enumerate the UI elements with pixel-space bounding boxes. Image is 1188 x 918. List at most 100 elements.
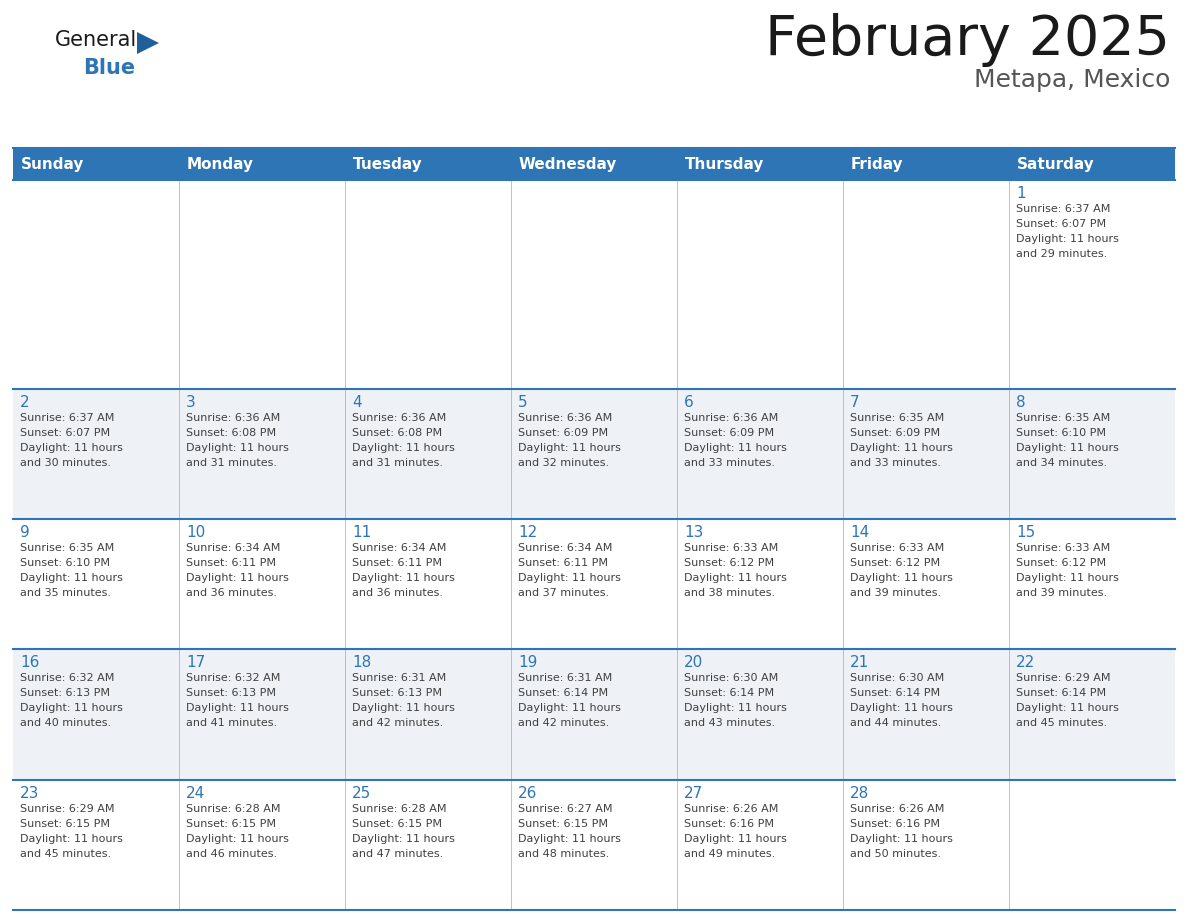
Bar — [179, 649, 345, 779]
Text: and 45 minutes.: and 45 minutes. — [20, 848, 112, 858]
Text: 28: 28 — [849, 786, 870, 800]
Text: Sunrise: 6:29 AM: Sunrise: 6:29 AM — [1016, 673, 1111, 683]
Text: Sunset: 6:07 PM: Sunset: 6:07 PM — [1016, 219, 1106, 229]
Text: and 33 minutes.: and 33 minutes. — [684, 457, 775, 467]
Text: Daylight: 11 hours: Daylight: 11 hours — [352, 703, 455, 713]
Text: 20: 20 — [684, 655, 703, 670]
Text: Sunset: 6:15 PM: Sunset: 6:15 PM — [518, 819, 608, 829]
Text: 24: 24 — [187, 786, 206, 800]
Text: Sunrise: 6:31 AM: Sunrise: 6:31 AM — [352, 673, 447, 683]
Text: and 31 minutes.: and 31 minutes. — [352, 457, 443, 467]
Text: and 45 minutes.: and 45 minutes. — [1016, 718, 1107, 728]
Text: Sunset: 6:09 PM: Sunset: 6:09 PM — [684, 428, 775, 438]
Text: Daylight: 11 hours: Daylight: 11 hours — [684, 442, 786, 453]
Text: Saturday: Saturday — [1017, 156, 1095, 172]
Text: Sunset: 6:11 PM: Sunset: 6:11 PM — [518, 558, 608, 568]
Text: Sunset: 6:11 PM: Sunset: 6:11 PM — [187, 558, 276, 568]
Text: Metapa, Mexico: Metapa, Mexico — [974, 68, 1170, 92]
Text: Sunset: 6:13 PM: Sunset: 6:13 PM — [352, 688, 442, 699]
Bar — [1009, 180, 1175, 388]
Text: Monday: Monday — [187, 156, 254, 172]
Text: 14: 14 — [849, 525, 870, 540]
Text: Sunset: 6:08 PM: Sunset: 6:08 PM — [187, 428, 276, 438]
Text: Daylight: 11 hours: Daylight: 11 hours — [187, 703, 289, 713]
Text: 1: 1 — [1016, 186, 1025, 201]
Text: and 35 minutes.: and 35 minutes. — [20, 588, 110, 598]
Text: and 29 minutes.: and 29 minutes. — [1016, 249, 1107, 259]
Text: Sunset: 6:14 PM: Sunset: 6:14 PM — [1016, 688, 1106, 699]
Text: and 38 minutes.: and 38 minutes. — [684, 588, 775, 598]
Bar — [1009, 388, 1175, 519]
Text: Daylight: 11 hours: Daylight: 11 hours — [518, 442, 621, 453]
Bar — [13, 649, 179, 779]
Text: Sunset: 6:14 PM: Sunset: 6:14 PM — [518, 688, 608, 699]
Text: Daylight: 11 hours: Daylight: 11 hours — [1016, 703, 1119, 713]
Bar — [843, 649, 1009, 779]
Text: and 39 minutes.: and 39 minutes. — [849, 588, 941, 598]
Text: 3: 3 — [187, 395, 196, 409]
Text: Daylight: 11 hours: Daylight: 11 hours — [518, 573, 621, 583]
Text: Daylight: 11 hours: Daylight: 11 hours — [20, 834, 122, 844]
Bar — [1009, 779, 1175, 910]
Text: 2: 2 — [20, 395, 30, 409]
Bar — [511, 148, 677, 180]
Text: Sunset: 6:13 PM: Sunset: 6:13 PM — [187, 688, 276, 699]
Text: 18: 18 — [352, 655, 371, 670]
Text: and 42 minutes.: and 42 minutes. — [518, 718, 609, 728]
Bar — [843, 779, 1009, 910]
Bar — [843, 180, 1009, 388]
Bar — [13, 180, 179, 388]
Text: and 40 minutes.: and 40 minutes. — [20, 718, 112, 728]
Text: Sunset: 6:15 PM: Sunset: 6:15 PM — [20, 819, 110, 829]
Text: Sunrise: 6:37 AM: Sunrise: 6:37 AM — [20, 412, 114, 422]
Text: Sunrise: 6:33 AM: Sunrise: 6:33 AM — [1016, 543, 1111, 553]
Bar — [677, 779, 843, 910]
Text: Sunset: 6:10 PM: Sunset: 6:10 PM — [1016, 428, 1106, 438]
Text: Sunrise: 6:34 AM: Sunrise: 6:34 AM — [518, 543, 612, 553]
Text: Blue: Blue — [83, 58, 135, 78]
Text: Sunset: 6:12 PM: Sunset: 6:12 PM — [849, 558, 940, 568]
Text: Daylight: 11 hours: Daylight: 11 hours — [518, 834, 621, 844]
Bar — [511, 519, 677, 649]
Text: Daylight: 11 hours: Daylight: 11 hours — [684, 573, 786, 583]
Text: Daylight: 11 hours: Daylight: 11 hours — [352, 442, 455, 453]
Text: 22: 22 — [1016, 655, 1035, 670]
Polygon shape — [137, 32, 159, 54]
Bar — [345, 148, 511, 180]
Text: Daylight: 11 hours: Daylight: 11 hours — [20, 442, 122, 453]
Text: Daylight: 11 hours: Daylight: 11 hours — [20, 573, 122, 583]
Text: Daylight: 11 hours: Daylight: 11 hours — [187, 442, 289, 453]
Bar — [511, 649, 677, 779]
Text: Sunrise: 6:33 AM: Sunrise: 6:33 AM — [684, 543, 778, 553]
Bar — [677, 519, 843, 649]
Bar — [511, 779, 677, 910]
Bar — [345, 388, 511, 519]
Bar — [511, 388, 677, 519]
Text: Daylight: 11 hours: Daylight: 11 hours — [849, 703, 953, 713]
Bar — [345, 519, 511, 649]
Text: and 33 minutes.: and 33 minutes. — [849, 457, 941, 467]
Text: and 41 minutes.: and 41 minutes. — [187, 718, 277, 728]
Text: General: General — [55, 30, 138, 50]
Text: Daylight: 11 hours: Daylight: 11 hours — [849, 442, 953, 453]
Text: Sunrise: 6:32 AM: Sunrise: 6:32 AM — [20, 673, 114, 683]
Text: and 50 minutes.: and 50 minutes. — [849, 848, 941, 858]
Text: Daylight: 11 hours: Daylight: 11 hours — [684, 834, 786, 844]
Text: Sunset: 6:08 PM: Sunset: 6:08 PM — [352, 428, 442, 438]
Text: Sunrise: 6:26 AM: Sunrise: 6:26 AM — [684, 803, 778, 813]
Text: Daylight: 11 hours: Daylight: 11 hours — [187, 834, 289, 844]
Text: Sunset: 6:15 PM: Sunset: 6:15 PM — [352, 819, 442, 829]
Text: Daylight: 11 hours: Daylight: 11 hours — [187, 573, 289, 583]
Text: 10: 10 — [187, 525, 206, 540]
Bar — [843, 148, 1009, 180]
Bar — [179, 779, 345, 910]
Text: and 49 minutes.: and 49 minutes. — [684, 848, 776, 858]
Text: and 47 minutes.: and 47 minutes. — [352, 848, 443, 858]
Bar — [843, 388, 1009, 519]
Text: 17: 17 — [187, 655, 206, 670]
Text: and 36 minutes.: and 36 minutes. — [352, 588, 443, 598]
Text: Sunrise: 6:32 AM: Sunrise: 6:32 AM — [187, 673, 280, 683]
Bar — [843, 519, 1009, 649]
Text: 25: 25 — [352, 786, 371, 800]
Text: February 2025: February 2025 — [765, 13, 1170, 67]
